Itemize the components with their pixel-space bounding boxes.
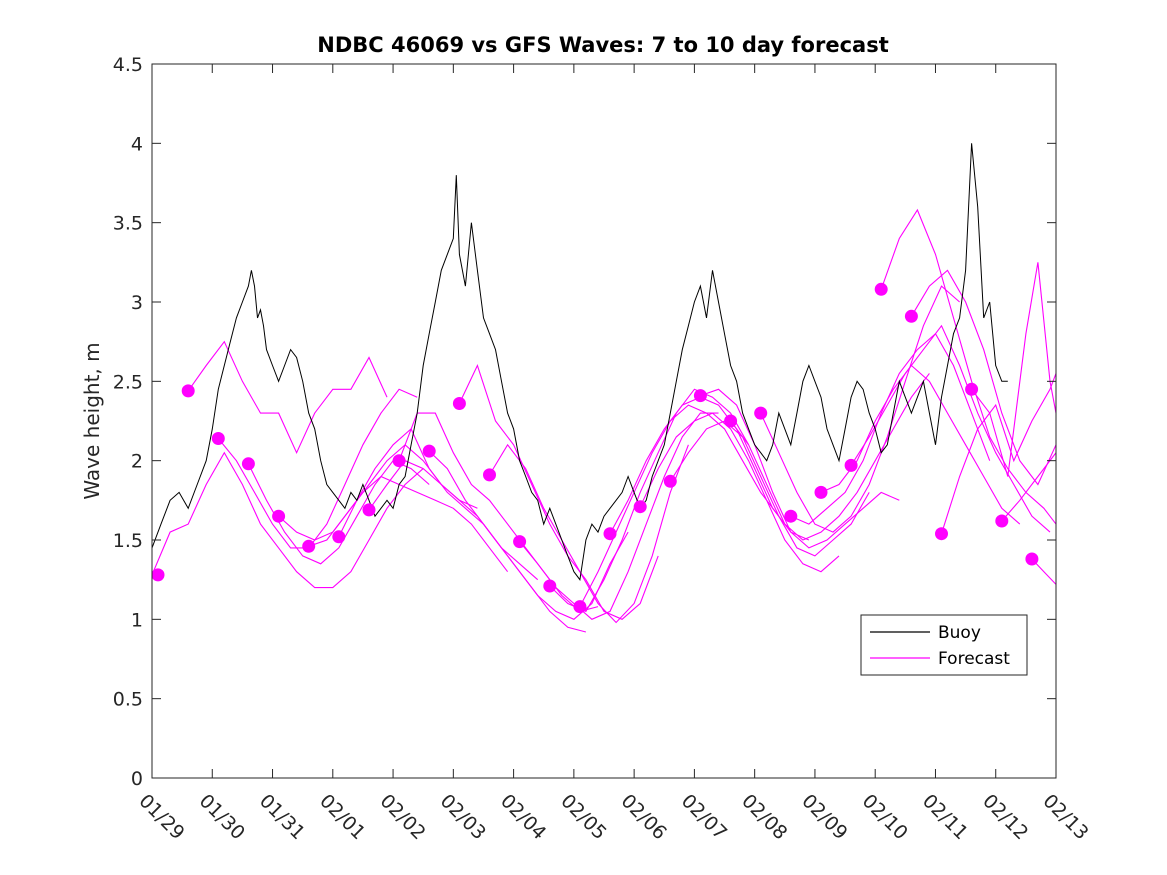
x-tick-label: 01/30 [195,790,249,844]
y-tick-label: 0 [131,768,143,790]
forecast-line [398,412,599,613]
forecast-line [790,332,991,525]
forecast-marker [603,527,617,541]
forecast-line [338,427,539,581]
forecast-marker [663,474,677,488]
forecast-line [669,420,870,557]
x-tick-label: 01/29 [134,790,188,844]
forecast-marker [995,514,1009,528]
y-tick-label: 3 [131,292,143,314]
forecast-line [217,388,418,549]
x-tick-label: 02/12 [978,790,1032,844]
chart-title: NDBC 46069 vs GFS Waves: 7 to 10 day for… [317,33,888,57]
forecast-line [639,412,840,573]
forecast-line [609,396,810,541]
x-tick-label: 02/07 [677,790,731,844]
forecast-marker [241,457,255,471]
y-tick-label: 4 [131,133,143,155]
forecast-marker [965,382,979,396]
x-tick-label: 02/13 [1038,790,1092,844]
x-tick-label: 02/11 [918,790,972,844]
x-tick-label: 01/31 [255,790,309,844]
forecast-marker [904,309,918,323]
forecast-line [700,388,900,549]
forecast-marker [814,485,828,499]
forecast-marker [332,530,346,544]
forecast-line [368,460,587,633]
forecast-marker [573,600,587,614]
x-tick-label: 02/06 [617,790,671,844]
legend-box [860,614,1028,676]
forecast-marker [935,527,948,541]
forecast-line [910,269,1056,486]
forecast-marker [784,509,798,523]
forecast-line [1001,452,1056,522]
plot-area: 0 0.5 1 1.5 2 2.5 3 3.5 4 4.5 01/29 01/30 01/31 02/01… [113,54,1093,844]
forecast-marker [1025,552,1039,566]
y-tick-label: 0.5 [113,689,143,711]
legend-label: Forecast [938,649,1010,669]
x-tick-label: 02/05 [556,790,610,844]
forecast-line [730,373,930,541]
buoy-line [152,143,1008,581]
x-tick-label: 02/09 [797,790,851,844]
forecast-marker [633,500,647,514]
forecast-marker [543,579,557,593]
y-tick-label: 3.5 [113,213,143,235]
forecast-line [579,404,780,607]
forecast-line [458,364,659,620]
y-tick-label: 2 [131,451,143,473]
forecast-line [850,324,1051,533]
x-tick-label: 02/02 [376,790,430,844]
forecast-marker [392,454,406,468]
forecast-line [940,373,1056,534]
x-tick-label: 02/08 [737,790,791,844]
forecast-marker [272,509,286,523]
y-tick-label: 1 [131,609,143,631]
forecast-line [308,475,509,573]
forecast-marker [874,282,888,296]
legend: Buoy Forecast [860,614,1028,676]
forecast-marker [211,432,225,445]
forecast-marker [302,539,316,553]
x-tick-label: 02/10 [858,790,912,844]
forecast-marker [452,397,466,410]
forecast-marker [362,503,376,517]
forecast-line [760,285,960,533]
forecast-marker [181,384,195,398]
x-tick-label: 02/04 [496,790,550,844]
y-tick-label: 2.5 [113,371,143,393]
forecast-marker [754,406,768,420]
axes-box [151,63,1057,779]
x-tick-label: 02/01 [315,790,369,844]
legend-label: Buoy [938,623,981,643]
y-tick-label: 4.5 [113,54,143,76]
forecast-marker [422,444,436,458]
forecast-marker [724,414,738,428]
forecast-marker [152,568,165,582]
forecast-marker [513,535,527,549]
forecast-line [152,451,424,589]
forecast-line [549,388,750,613]
forecast-marker [483,468,496,482]
y-axis-label: Wave height, m [80,342,104,499]
forecast-line [187,340,388,455]
y-tick-label: 1.5 [113,530,143,552]
forecast-line [880,208,1056,525]
forecast-marker [844,458,858,472]
forecast-line [428,450,629,620]
forecast-marker [693,389,707,403]
forecast-line [489,443,689,624]
series-group [152,143,1056,633]
x-tick-label: 02/03 [436,790,490,844]
